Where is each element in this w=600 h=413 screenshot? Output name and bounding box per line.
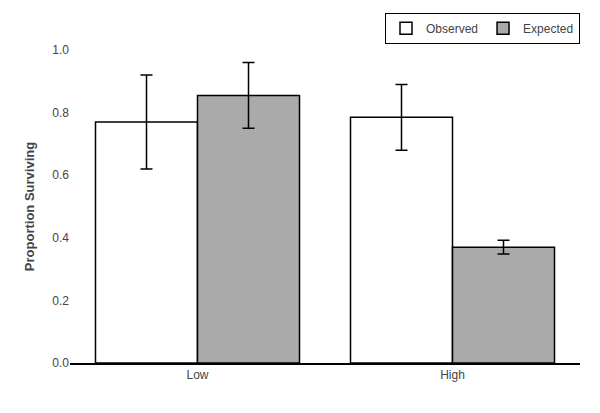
svg-text:0.2: 0.2 — [52, 294, 69, 308]
svg-text:Low: Low — [186, 368, 208, 382]
svg-text:High: High — [440, 368, 465, 382]
svg-text:0.8: 0.8 — [52, 106, 69, 120]
svg-text:0.6: 0.6 — [52, 168, 69, 182]
svg-text:Observed: Observed — [426, 22, 478, 36]
svg-text:1.0: 1.0 — [52, 43, 69, 57]
svg-text:Proportion Surviving: Proportion Surviving — [22, 142, 37, 271]
svg-text:Expected: Expected — [523, 22, 573, 36]
svg-text:0.0: 0.0 — [52, 356, 69, 370]
svg-text:0.4: 0.4 — [52, 231, 69, 245]
